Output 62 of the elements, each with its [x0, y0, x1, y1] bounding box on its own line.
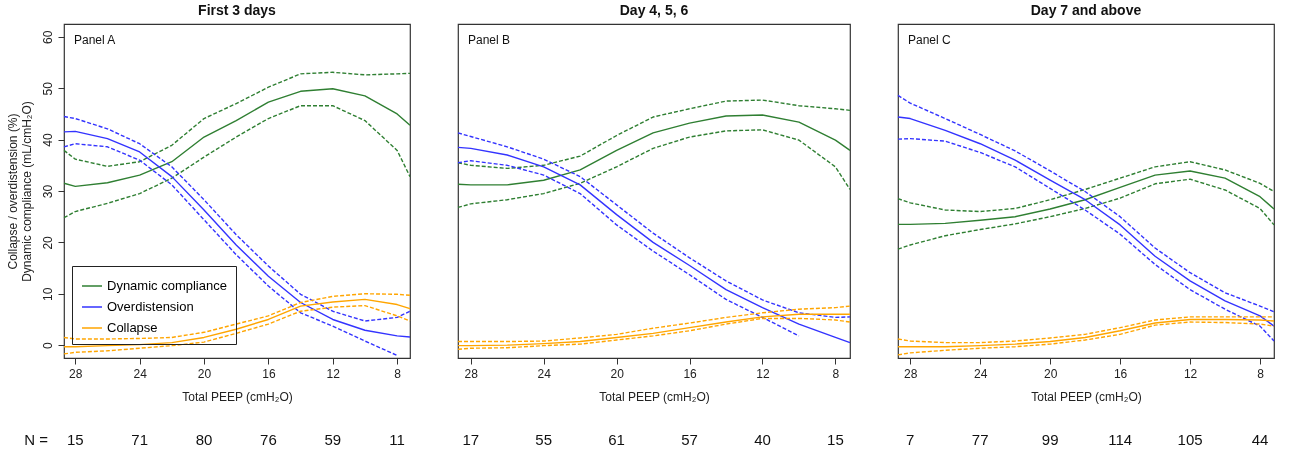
x-tick-label: 8 [1257, 366, 1265, 381]
text: 40 [754, 431, 771, 448]
legend-label: Overdistension [107, 299, 194, 314]
x-tick-label: 20 [610, 366, 625, 381]
y-tick-label: 60 [40, 30, 55, 45]
line-series [63, 88, 411, 188]
text: N = [24, 431, 49, 448]
annotation: Panel B [468, 33, 511, 47]
text: 76 [260, 431, 277, 448]
text: 61 [608, 431, 625, 448]
x-tick-label: 28 [464, 366, 479, 381]
line-series [63, 71, 411, 168]
annotation: Panel C [908, 33, 952, 47]
chart-title: First 3 days [198, 2, 277, 18]
y-tick-label: 10 [40, 287, 55, 301]
text: 105 [1177, 431, 1203, 448]
x-tick-label: 20 [197, 366, 212, 381]
line-series [63, 143, 398, 357]
text: 55 [535, 431, 553, 448]
line-series [63, 293, 411, 340]
x-tick-label: 24 [537, 366, 552, 381]
x-tick-label: 12 [1183, 366, 1198, 381]
y-tick-label: 40 [40, 133, 55, 147]
text: 15 [66, 431, 84, 448]
chart-title: Day 7 and above [1030, 2, 1142, 18]
legend-label: Collapse [107, 320, 158, 335]
text: 15 [827, 431, 844, 448]
text: 99 [1041, 431, 1059, 448]
line-series [63, 105, 411, 219]
x-tick-label: 8 [394, 366, 402, 381]
y-axis-title: Collapse / overdistension (%) Dynamic compliance (mL/cmH₂O) [5, 101, 34, 282]
text: 17 [462, 431, 480, 448]
x-tick-label: 16 [262, 366, 276, 381]
x-tick-label: 8 [832, 366, 840, 381]
chart-title: Day 4, 5, 6 [619, 2, 689, 18]
x-tick-label: 12 [756, 366, 770, 381]
x-tick-label: 28 [904, 366, 918, 381]
text: 80 [195, 431, 213, 448]
x-tick-label: 28 [69, 366, 83, 381]
text: 114 [1108, 431, 1133, 448]
x-axis-title: Total PEEP (cmH₂O) [182, 389, 293, 404]
y-tick-label: 20 [40, 235, 55, 250]
legend-label: Dynamic compliance [107, 278, 227, 293]
text: 11 [389, 431, 405, 448]
x-tick-label: 20 [1043, 366, 1058, 381]
x-tick-label: 24 [133, 366, 148, 381]
x-tick-label: 16 [1113, 366, 1128, 381]
y-tick-label: 50 [40, 81, 55, 96]
y-tick-label: 0 [40, 342, 55, 349]
x-axis-title: Total PEEP (cmH₂O) [1031, 389, 1142, 404]
text: 71 [131, 431, 148, 448]
text: 7 [906, 431, 915, 448]
text: 44 [1251, 431, 1269, 448]
x-tick-label: 16 [683, 366, 698, 381]
x-tick-label: 12 [326, 366, 341, 381]
text: 57 [681, 431, 698, 448]
x-axis-title: Total PEEP (cmH₂O) [599, 389, 710, 404]
x-tick-label: 24 [974, 366, 988, 381]
annotation: Panel A [74, 33, 116, 47]
text: 77 [971, 431, 989, 448]
y-tick-label: 30 [40, 184, 55, 199]
text: 59 [324, 431, 342, 448]
